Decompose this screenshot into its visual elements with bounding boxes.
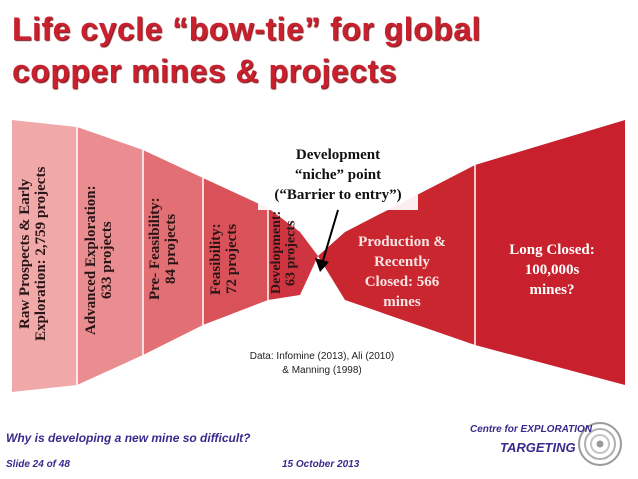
slide-date: 15 October 2013 [282,459,360,470]
logo-line1: Centre for EXPLORATION [470,424,593,435]
stage-feasibility-band [203,178,268,325]
slide-title-line1: Life cycle “bow-tie” for global [12,11,481,47]
stage-label-long-closed: Long Closed: 100,000s mines? [509,242,595,298]
slide-number: Slide 24 of 48 [6,459,70,470]
stage-advanced-exploration-band [77,127,143,385]
note-backdrop [222,345,422,381]
stage-development-tip [300,232,318,295]
stage-label-raw-prospects: Raw Prospects & Early Exploration: 2,759… [18,166,49,342]
stage-label-feasibility: Feasibility: 72 projects [209,223,240,295]
stage-label-development: Development: 63 projects [270,212,299,294]
source-note: Data: Infomine (2013), Ali (2010) & Mann… [249,351,395,376]
niche-annotation: Development “niche” point (“Barrier to e… [274,147,402,203]
stage-label-production: Production & Recently Closed: 566 mines [358,234,446,310]
stage-label-pre-feasibility: Pre- Feasibility: 84 projects [148,197,179,301]
annotation-backdrop [258,140,418,210]
niche-arrow-line [321,209,339,265]
logo-line2: TARGETING [500,440,576,455]
logo: Centre for EXPLORATION TARGETING [470,420,630,468]
slide-title: Life cycle “bow-tie” for global copper m… [12,8,481,92]
slide-title-line2: copper mines & projects [12,53,397,89]
stage-pre-feasibility-band [143,150,203,355]
stage-development-band [268,208,300,300]
stage-production-band [318,165,475,345]
stage-long-closed-band [475,120,625,385]
stage-label-advanced-exploration: Advanced Exploration: 633 projects [84,185,115,335]
footer-question: Why is developing a new mine so difficul… [6,431,251,445]
stage-raw-prospects-band [12,120,77,392]
niche-arrow-head [315,258,329,272]
target-icon [578,422,622,466]
